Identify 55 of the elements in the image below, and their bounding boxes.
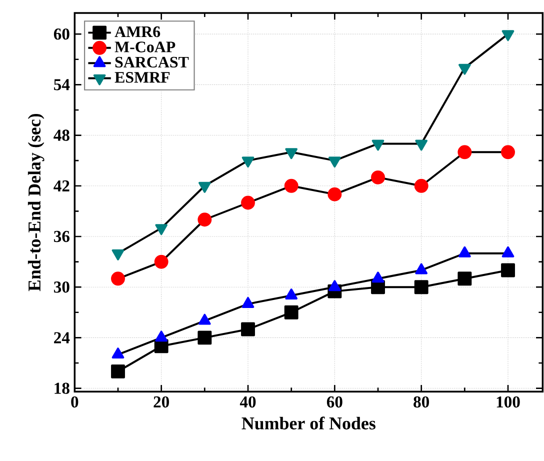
point — [242, 296, 254, 308]
point — [458, 145, 472, 160]
point — [501, 145, 515, 160]
y-tick-label: 36 — [54, 230, 70, 242]
point — [415, 263, 428, 274]
point — [328, 156, 341, 168]
point — [284, 305, 298, 320]
point — [154, 254, 168, 269]
point — [198, 182, 211, 193]
point — [285, 148, 298, 160]
x-tick-label: 60 — [326, 396, 342, 408]
y-tick-label: 24 — [54, 332, 70, 344]
point — [241, 196, 255, 210]
point — [241, 322, 255, 336]
point — [198, 330, 212, 345]
point — [111, 364, 125, 378]
point — [414, 178, 428, 193]
x-tick-label: 80 — [414, 396, 430, 408]
legend-label: AMR6 — [114, 26, 160, 38]
point — [328, 280, 341, 292]
x-axis-title: Number of Nodes — [242, 416, 376, 430]
y-tick-label: 54 — [54, 79, 70, 90]
point — [285, 288, 298, 300]
point — [371, 170, 385, 184]
legend-label: M-CoAP — [114, 42, 176, 52]
point — [112, 348, 124, 359]
point — [502, 30, 514, 42]
point — [242, 156, 254, 168]
y-axis-title: End-to-End Delay (sec) — [28, 114, 44, 292]
x-tick-label: 0 — [71, 396, 78, 408]
point — [198, 212, 212, 227]
point — [414, 280, 428, 294]
legend-label: SARCAST — [115, 56, 189, 68]
y-tick-label: 18 — [54, 382, 70, 394]
point — [155, 330, 168, 342]
x-tick-label: 100 — [496, 396, 520, 408]
point — [458, 64, 471, 75]
point — [415, 140, 428, 151]
point — [372, 140, 384, 151]
y-tick-label: 48 — [54, 130, 70, 141]
point — [112, 249, 124, 260]
legend-label: ESMRF — [114, 72, 170, 83]
point — [328, 187, 342, 202]
point — [198, 314, 211, 325]
point — [458, 272, 472, 286]
y-tick-label: 42 — [54, 180, 70, 192]
y-tick-label: 30 — [54, 281, 70, 293]
y-tick-label: 60 — [54, 28, 70, 40]
point — [111, 272, 125, 286]
point — [372, 272, 384, 283]
point — [284, 178, 298, 193]
point — [155, 224, 168, 236]
point — [501, 263, 515, 278]
x-tick-label: 20 — [154, 396, 169, 408]
x-tick-label: 40 — [240, 396, 256, 408]
